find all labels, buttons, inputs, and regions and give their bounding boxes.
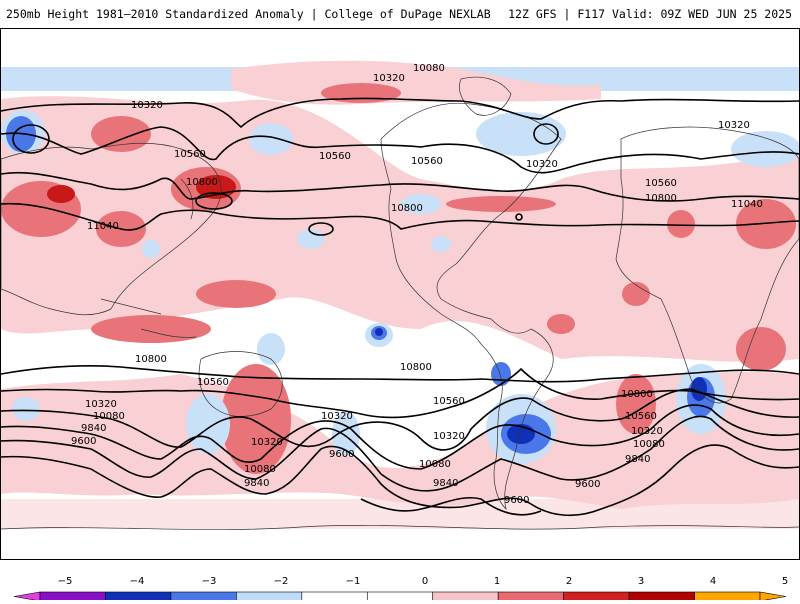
colorbar-tick-label: −1	[346, 576, 361, 587]
anomaly-map: 10080 10320 10320 10560 10800 11040 1056…	[1, 29, 799, 559]
colorbar-segment	[366, 591, 434, 602]
colorbar-segment	[628, 591, 695, 602]
colorbar-tick-label: 5	[782, 576, 788, 587]
contour-label: 10560	[319, 151, 351, 162]
colorbar-tick-label: −4	[130, 576, 145, 587]
colorbar-tick-label: −2	[274, 576, 289, 587]
header: 250mb Height 1981–2010 Standardized Anom…	[0, 0, 800, 28]
colorbar-tick-label: 0	[422, 576, 428, 587]
contour-label: 9840	[244, 478, 269, 489]
contour-label: 10560	[197, 377, 229, 388]
colorbar-segment	[563, 591, 630, 602]
contour-label: 9840	[81, 423, 106, 434]
map-title: 250mb Height 1981–2010 Standardized Anom…	[6, 7, 491, 21]
colorbar-min-arrow	[13, 591, 41, 602]
contour-label: 10560	[411, 156, 443, 167]
contour-label: 10080	[413, 63, 445, 74]
map-panel: 10080 10320 10320 10560 10800 11040 1056…	[0, 28, 800, 560]
contour-label: 10320	[373, 73, 405, 84]
contour-label: 9840	[433, 478, 458, 489]
colorbar-max-arrow	[759, 591, 787, 602]
height-contours	[1, 97, 799, 517]
colorbar-segment	[39, 591, 106, 602]
colorbar-segment	[236, 591, 303, 602]
contour-label: 10080	[633, 439, 665, 450]
run-info: 12Z GFS | F117 Valid: 09Z WED JUN 25 202…	[508, 7, 792, 21]
colorbar-segment	[170, 591, 237, 602]
contour-label: 10320	[251, 437, 283, 448]
contour-label: 10320	[321, 411, 353, 422]
colorbar-tick-label: −5	[58, 576, 73, 587]
contour-labels: 10080 10320 10320 10560 10800 11040 1056…	[71, 63, 763, 506]
coastlines	[1, 76, 799, 530]
contour-label: 9600	[71, 436, 96, 447]
contour-label: 10320	[718, 120, 750, 131]
contour-label: 10560	[433, 396, 465, 407]
contour-label: 9600	[504, 495, 529, 506]
colorbar-segment	[301, 591, 368, 602]
contour-label: 10320	[526, 159, 558, 170]
contour-label: 10080	[419, 459, 451, 470]
contour-label: 10800	[391, 203, 423, 214]
colorbar-segments	[13, 591, 787, 602]
colorbar-tick-label: 3	[638, 576, 644, 587]
colorbar-segment	[432, 591, 499, 602]
contour-label: 11040	[731, 199, 763, 210]
contour-label: 11040	[87, 221, 119, 232]
contour-label: 10320	[433, 431, 465, 442]
colorbar-tick-label: −3	[202, 576, 217, 587]
contour-label: 10320	[85, 399, 117, 410]
contour-label: 10320	[131, 100, 163, 111]
contour-label: 10800	[400, 362, 432, 373]
contour-label: 9840	[625, 454, 650, 465]
closed-contours	[12, 123, 559, 236]
colorbar-ticks: −5 −4 −3 −2 −1 0 1 2 3 4 5	[58, 576, 789, 587]
colorbar-tick-label: 4	[710, 576, 716, 587]
colorbar-segment	[105, 591, 172, 602]
colorbar-segment	[694, 591, 761, 602]
contour-label: 10800	[186, 177, 218, 188]
colorbar-tick-label: 2	[566, 576, 572, 587]
contour-label: 10560	[625, 411, 657, 422]
colorbar-svg: −5 −4 −3 −2 −1 0 1 2 3 4 5	[13, 576, 789, 602]
contour-label: 10560	[174, 149, 206, 160]
contour-label: 10320	[631, 426, 663, 437]
contour-label: 10800	[645, 193, 677, 204]
contour-label: 10080	[244, 464, 276, 475]
contour-label: 9600	[575, 479, 600, 490]
contour-label: 10560	[645, 178, 677, 189]
colorbar-segment	[497, 591, 564, 602]
colorbar: −5 −4 −3 −2 −1 0 1 2 3 4 5	[0, 560, 800, 602]
contour-label: 10080	[93, 411, 125, 422]
contour-label: 9600	[329, 449, 354, 460]
contour-label: 10800	[621, 389, 653, 400]
contour-label: 10800	[135, 354, 167, 365]
colorbar-tick-label: 1	[494, 576, 500, 587]
